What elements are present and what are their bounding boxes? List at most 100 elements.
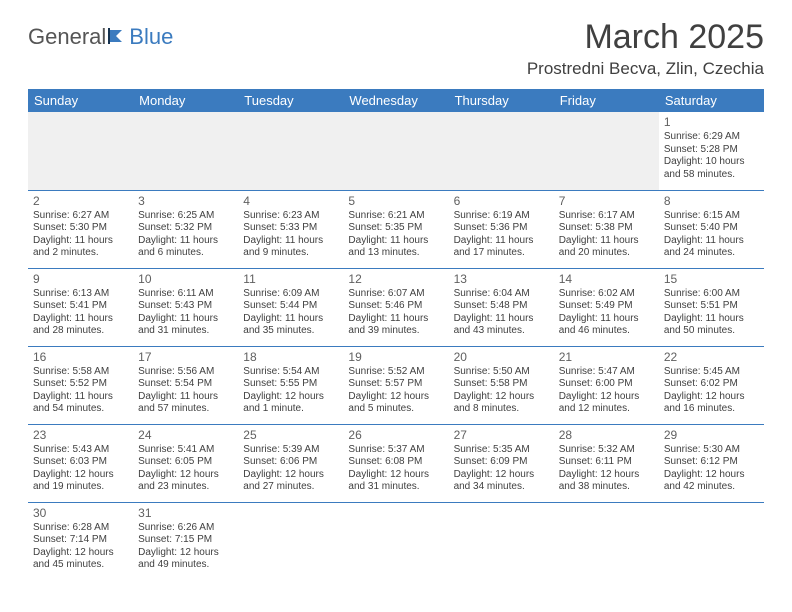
calendar-cell bbox=[343, 502, 448, 580]
daylight-text: and 34 minutes. bbox=[454, 481, 549, 494]
sunset-text: Sunset: 5:30 PM bbox=[33, 222, 128, 235]
daylight-text: and 58 minutes. bbox=[664, 169, 759, 182]
sunset-text: Sunset: 7:15 PM bbox=[138, 534, 233, 547]
daylight-text: Daylight: 11 hours bbox=[33, 391, 128, 404]
sunrise-text: Sunrise: 6:07 AM bbox=[348, 288, 443, 301]
daylight-text: and 17 minutes. bbox=[454, 247, 549, 260]
calendar-row: 23Sunrise: 5:43 AMSunset: 6:03 PMDayligh… bbox=[28, 424, 764, 502]
sunset-text: Sunset: 5:55 PM bbox=[243, 378, 338, 391]
daylight-text: and 9 minutes. bbox=[243, 247, 338, 260]
day-number: 17 bbox=[138, 350, 233, 365]
sunrise-text: Sunrise: 6:29 AM bbox=[664, 131, 759, 144]
sunset-text: Sunset: 5:58 PM bbox=[454, 378, 549, 391]
day-number: 12 bbox=[348, 272, 443, 287]
calendar-table: Sunday Monday Tuesday Wednesday Thursday… bbox=[28, 89, 764, 580]
sunset-text: Sunset: 5:43 PM bbox=[138, 300, 233, 313]
sunrise-text: Sunrise: 5:54 AM bbox=[243, 366, 338, 379]
sunset-text: Sunset: 5:40 PM bbox=[664, 222, 759, 235]
calendar-row: 30Sunrise: 6:28 AMSunset: 7:14 PMDayligh… bbox=[28, 502, 764, 580]
calendar-row: 2Sunrise: 6:27 AMSunset: 5:30 PMDaylight… bbox=[28, 190, 764, 268]
sunset-text: Sunset: 6:08 PM bbox=[348, 456, 443, 469]
sunset-text: Sunset: 5:38 PM bbox=[559, 222, 654, 235]
logo-text-general: General bbox=[28, 24, 106, 50]
day-number: 14 bbox=[559, 272, 654, 287]
day-number: 4 bbox=[243, 194, 338, 209]
daylight-text: Daylight: 12 hours bbox=[348, 391, 443, 404]
day-number: 15 bbox=[664, 272, 759, 287]
calendar-cell bbox=[554, 502, 659, 580]
daylight-text: Daylight: 11 hours bbox=[559, 235, 654, 248]
weekday-header-row: Sunday Monday Tuesday Wednesday Thursday… bbox=[28, 89, 764, 112]
daylight-text: and 45 minutes. bbox=[33, 559, 128, 572]
sunset-text: Sunset: 6:11 PM bbox=[559, 456, 654, 469]
day-number: 13 bbox=[454, 272, 549, 287]
sunset-text: Sunset: 5:32 PM bbox=[138, 222, 233, 235]
calendar-row: 16Sunrise: 5:58 AMSunset: 5:52 PMDayligh… bbox=[28, 346, 764, 424]
calendar-cell: 31Sunrise: 6:26 AMSunset: 7:15 PMDayligh… bbox=[133, 502, 238, 580]
sunrise-text: Sunrise: 6:21 AM bbox=[348, 210, 443, 223]
sunrise-text: Sunrise: 6:28 AM bbox=[33, 522, 128, 535]
header: General Blue March 2025 Prostredni Becva… bbox=[28, 18, 764, 79]
location-text: Prostredni Becva, Zlin, Czechia bbox=[527, 59, 764, 79]
calendar-cell: 28Sunrise: 5:32 AMSunset: 6:11 PMDayligh… bbox=[554, 424, 659, 502]
sunset-text: Sunset: 6:00 PM bbox=[559, 378, 654, 391]
day-number: 27 bbox=[454, 428, 549, 443]
sunset-text: Sunset: 5:46 PM bbox=[348, 300, 443, 313]
sunset-text: Sunset: 5:48 PM bbox=[454, 300, 549, 313]
sunset-text: Sunset: 5:35 PM bbox=[348, 222, 443, 235]
day-number: 24 bbox=[138, 428, 233, 443]
sunset-text: Sunset: 5:54 PM bbox=[138, 378, 233, 391]
daylight-text: Daylight: 11 hours bbox=[33, 313, 128, 326]
calendar-cell: 13Sunrise: 6:04 AMSunset: 5:48 PMDayligh… bbox=[449, 268, 554, 346]
calendar-cell: 9Sunrise: 6:13 AMSunset: 5:41 PMDaylight… bbox=[28, 268, 133, 346]
daylight-text: Daylight: 12 hours bbox=[664, 391, 759, 404]
sunset-text: Sunset: 5:44 PM bbox=[243, 300, 338, 313]
day-number: 18 bbox=[243, 350, 338, 365]
daylight-text: and 28 minutes. bbox=[33, 325, 128, 338]
logo-text-blue: Blue bbox=[129, 24, 173, 50]
calendar-cell: 11Sunrise: 6:09 AMSunset: 5:44 PMDayligh… bbox=[238, 268, 343, 346]
day-number: 28 bbox=[559, 428, 654, 443]
day-number: 31 bbox=[138, 506, 233, 521]
weekday-header: Friday bbox=[554, 89, 659, 112]
daylight-text: and 19 minutes. bbox=[33, 481, 128, 494]
calendar-cell: 5Sunrise: 6:21 AMSunset: 5:35 PMDaylight… bbox=[343, 190, 448, 268]
calendar-row: 9Sunrise: 6:13 AMSunset: 5:41 PMDaylight… bbox=[28, 268, 764, 346]
sunrise-text: Sunrise: 6:26 AM bbox=[138, 522, 233, 535]
calendar-cell: 21Sunrise: 5:47 AMSunset: 6:00 PMDayligh… bbox=[554, 346, 659, 424]
sunset-text: Sunset: 5:28 PM bbox=[664, 144, 759, 157]
calendar-cell: 1Sunrise: 6:29 AMSunset: 5:28 PMDaylight… bbox=[659, 112, 764, 190]
day-number: 6 bbox=[454, 194, 549, 209]
daylight-text: Daylight: 12 hours bbox=[33, 547, 128, 560]
daylight-text: and 13 minutes. bbox=[348, 247, 443, 260]
daylight-text: and 27 minutes. bbox=[243, 481, 338, 494]
day-number: 2 bbox=[33, 194, 128, 209]
weekday-header: Saturday bbox=[659, 89, 764, 112]
flag-icon bbox=[108, 24, 128, 50]
day-number: 1 bbox=[664, 115, 759, 130]
daylight-text: Daylight: 12 hours bbox=[33, 469, 128, 482]
calendar-body: 1Sunrise: 6:29 AMSunset: 5:28 PMDaylight… bbox=[28, 112, 764, 580]
day-number: 26 bbox=[348, 428, 443, 443]
calendar-cell: 23Sunrise: 5:43 AMSunset: 6:03 PMDayligh… bbox=[28, 424, 133, 502]
calendar-cell: 3Sunrise: 6:25 AMSunset: 5:32 PMDaylight… bbox=[133, 190, 238, 268]
weekday-header: Tuesday bbox=[238, 89, 343, 112]
sunset-text: Sunset: 6:06 PM bbox=[243, 456, 338, 469]
daylight-text: Daylight: 11 hours bbox=[138, 313, 233, 326]
daylight-text: and 16 minutes. bbox=[664, 403, 759, 416]
sunrise-text: Sunrise: 6:23 AM bbox=[243, 210, 338, 223]
sunset-text: Sunset: 5:33 PM bbox=[243, 222, 338, 235]
daylight-text: Daylight: 11 hours bbox=[243, 313, 338, 326]
day-number: 20 bbox=[454, 350, 549, 365]
daylight-text: and 6 minutes. bbox=[138, 247, 233, 260]
sunset-text: Sunset: 5:36 PM bbox=[454, 222, 549, 235]
sunrise-text: Sunrise: 5:41 AM bbox=[138, 444, 233, 457]
sunset-text: Sunset: 7:14 PM bbox=[33, 534, 128, 547]
sunrise-text: Sunrise: 5:32 AM bbox=[559, 444, 654, 457]
calendar-cell: 25Sunrise: 5:39 AMSunset: 6:06 PMDayligh… bbox=[238, 424, 343, 502]
day-number: 22 bbox=[664, 350, 759, 365]
daylight-text: Daylight: 10 hours bbox=[664, 156, 759, 169]
sunrise-text: Sunrise: 5:58 AM bbox=[33, 366, 128, 379]
page-title: March 2025 bbox=[527, 18, 764, 57]
calendar-cell bbox=[28, 112, 133, 190]
